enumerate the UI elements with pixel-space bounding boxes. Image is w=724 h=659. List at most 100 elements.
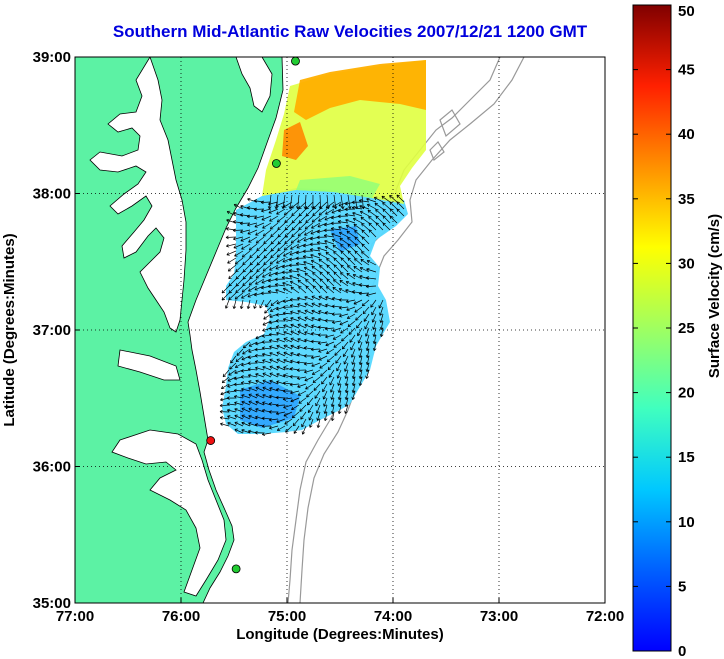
velocity-arrow	[285, 425, 293, 433]
velocity-arrow	[365, 276, 377, 280]
velocity-arrow	[289, 297, 300, 302]
velocity-arrow	[276, 257, 286, 264]
velocity-arrow	[372, 327, 377, 337]
velocity-arrow	[322, 383, 328, 393]
velocity-arrow	[298, 222, 307, 231]
velocity-arrow	[276, 208, 286, 215]
velocity-arrow	[261, 416, 272, 421]
velocity-arrow	[226, 210, 237, 217]
velocity-arrow	[361, 223, 370, 231]
velocity-arrow	[232, 299, 237, 309]
velocity-arrow	[354, 258, 363, 266]
velocity-arrow	[327, 362, 335, 371]
delaware-bay	[235, 57, 273, 113]
velocity-arrow	[366, 267, 377, 273]
velocity-arrow	[276, 250, 286, 258]
velocity-arrow	[239, 221, 251, 226]
velocity-arrow	[248, 414, 258, 420]
velocity-arrow	[305, 383, 314, 390]
velocity-arrow	[318, 208, 328, 216]
velocity-arrow	[351, 390, 356, 400]
velocity-arrow	[366, 292, 377, 297]
velocity-arrow	[353, 265, 363, 273]
velocity-arrow	[319, 201, 328, 210]
velocity-arrow	[247, 222, 258, 227]
velocity-arrow	[283, 344, 293, 350]
velocity-arrow	[270, 243, 279, 252]
velocity-arrow	[333, 271, 342, 280]
velocity-arrow	[248, 386, 258, 392]
velocity-arrow	[233, 382, 244, 387]
velocity-arrow	[255, 400, 265, 406]
velocity-arrow	[332, 327, 342, 332]
velocity-arrow	[226, 402, 237, 406]
velocity-arrow	[227, 421, 237, 427]
velocity-arrow	[297, 345, 307, 350]
velocity-arrow	[326, 278, 335, 287]
velocity-arrow	[276, 215, 286, 223]
velocity-arrow	[340, 327, 349, 334]
velocity-arrow	[263, 313, 272, 320]
velocity-arrow	[324, 245, 335, 252]
velocity-arrow	[254, 215, 265, 220]
velocity-arrow	[382, 222, 391, 231]
velocity-arrow	[220, 383, 230, 390]
velocity-arrow	[325, 208, 335, 215]
velocity-arrow	[309, 418, 314, 428]
velocity-arrow	[389, 195, 398, 203]
velocity-arrow	[333, 251, 342, 259]
velocity-arrow	[319, 271, 328, 280]
velocity-arrow	[304, 376, 314, 382]
velocity-arrow	[234, 421, 244, 427]
velocity-arrow	[228, 285, 237, 294]
velocity-arrow	[354, 306, 363, 313]
velocity-arrow	[326, 271, 335, 280]
velocity-arrow	[352, 273, 363, 280]
velocity-arrow	[345, 299, 356, 304]
velocity-arrow	[344, 207, 356, 212]
velocity-arrow	[314, 390, 321, 399]
velocity-arrow	[373, 196, 384, 203]
velocity-arrow	[277, 236, 286, 245]
velocity-arrow	[396, 194, 405, 203]
colorbar-tick-label: 25	[678, 320, 695, 337]
velocity-arrow	[283, 358, 293, 364]
velocity-arrow	[297, 309, 307, 315]
grid-lines	[75, 57, 605, 603]
velocity-arrow	[228, 278, 237, 287]
velocity-arrow	[235, 271, 244, 280]
velocity-arrow	[289, 274, 300, 280]
velocity-arrow	[396, 208, 405, 217]
velocity-arrow	[344, 404, 349, 414]
y-axis-ticks: 35:00 36:00 37:00 38:00 39:00	[33, 49, 80, 612]
velocity-arrow	[275, 325, 286, 329]
velocity-arrow	[234, 414, 244, 420]
velocity-arrow	[340, 257, 349, 266]
velocity-arrow	[339, 313, 349, 318]
velocity-arrow	[269, 264, 279, 271]
velocity-arrow	[262, 271, 272, 278]
velocity-arrow	[277, 222, 286, 231]
velocity-arrow	[344, 369, 349, 379]
velocity-arrow	[293, 425, 300, 434]
velocity-arrow	[227, 257, 237, 264]
velocity-arrow	[378, 299, 384, 309]
velocity-arrow	[235, 285, 244, 294]
velocity-arrow	[347, 265, 356, 273]
velocity-arrow	[325, 341, 335, 347]
velocity-arrow	[296, 273, 307, 280]
velocity-arrow	[316, 411, 321, 421]
velocity-arrow	[317, 246, 328, 252]
colorbar-tick-label: 0	[678, 643, 686, 659]
velocity-arrow	[297, 303, 307, 308]
velocity-arrow	[275, 395, 286, 400]
velocity-arrow	[365, 348, 370, 359]
velocity-arrow	[304, 331, 314, 336]
velocity-arrow	[315, 404, 321, 414]
velocity-arrow	[296, 296, 307, 301]
velocity-arrow	[318, 215, 328, 222]
velocity-arrow	[311, 265, 321, 273]
velocity-arrow	[366, 203, 377, 210]
velocity-arrow	[312, 201, 321, 210]
velocity-arrow	[340, 244, 349, 252]
